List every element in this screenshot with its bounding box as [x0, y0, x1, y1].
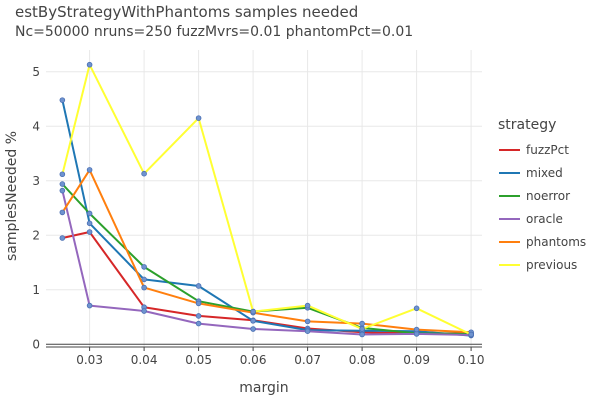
data-point-noerror[interactable]: [86, 210, 93, 217]
y-axis-label: samplesNeeded %: [4, 131, 20, 261]
data-point-mixed[interactable]: [195, 283, 202, 289]
data-point-fuzzPct[interactable]: [86, 229, 93, 235]
data-point-phantoms[interactable]: [359, 320, 365, 327]
legend-label: previous: [526, 258, 577, 272]
data-point-oracle[interactable]: [250, 326, 256, 332]
data-point-previous[interactable]: [59, 171, 66, 178]
data-point-mixed[interactable]: [141, 276, 147, 283]
series-line-oracle: [61, 190, 472, 336]
data-point-oracle[interactable]: [59, 187, 66, 194]
data-point-previous[interactable]: [250, 308, 256, 315]
series-layer: [59, 61, 474, 339]
data-point-phantoms[interactable]: [195, 300, 202, 307]
chart-title: estByStrategyWithPhantoms samples needed: [15, 3, 358, 21]
legend-label: mixed: [526, 166, 563, 180]
legend-label: phantoms: [526, 235, 586, 249]
series-noerror: [59, 181, 474, 337]
data-point-previous[interactable]: [413, 305, 420, 312]
data-point-previous[interactable]: [359, 326, 365, 332]
y-tick-label: 3: [32, 174, 40, 188]
data-point-oracle[interactable]: [141, 308, 147, 314]
data-point-noerror[interactable]: [141, 264, 147, 270]
data-point-phantoms[interactable]: [59, 209, 66, 216]
legend-label: noerror: [526, 189, 570, 203]
chart-subtitle: Nc=50000 nruns=250 fuzzMvrs=0.01 phantom…: [15, 24, 413, 40]
data-point-previous[interactable]: [195, 115, 202, 121]
legend-item-fuzzPct[interactable]: fuzzPct: [499, 143, 569, 157]
data-point-mixed[interactable]: [86, 220, 93, 227]
data-point-phantoms[interactable]: [86, 167, 93, 173]
y-tick-label: 4: [32, 119, 40, 133]
legend-item-mixed[interactable]: mixed: [499, 166, 563, 180]
legend-item-oracle[interactable]: oracle: [499, 212, 563, 226]
series-previous: [59, 61, 474, 338]
data-point-phantoms[interactable]: [413, 326, 420, 333]
data-point-phantoms[interactable]: [304, 318, 311, 325]
data-point-previous[interactable]: [468, 331, 474, 338]
x-tick-label: 0.05: [185, 353, 212, 367]
series-mixed: [59, 97, 474, 339]
legend-item-noerror[interactable]: noerror: [499, 189, 570, 203]
grid-layer: [46, 50, 482, 347]
x-tick-label: 0.04: [131, 353, 158, 367]
legend-label: fuzzPct: [526, 143, 569, 157]
data-point-mixed[interactable]: [59, 97, 66, 103]
data-point-oracle[interactable]: [304, 328, 311, 334]
y-tick-label: 5: [32, 65, 40, 79]
legend-item-previous[interactable]: previous: [499, 258, 577, 272]
x-tick-label: 0.06: [240, 353, 267, 367]
series-line-mixed: [61, 99, 472, 337]
x-axis-label: margin: [239, 380, 288, 396]
data-point-oracle[interactable]: [86, 302, 93, 309]
axes-layer: 0.03 0.04 0.05 0.06 0.07 0.08 0.09 0.10 0 1 2 3 4 5: [32, 65, 484, 367]
x-tick-label: 0.10: [458, 353, 485, 367]
x-tick-label: 0.07: [294, 353, 321, 367]
x-tick-label: 0.09: [403, 353, 430, 367]
legend: strategy fuzzPct mixed noerror oracle phanto…: [498, 117, 586, 272]
data-point-fuzzPct[interactable]: [59, 235, 66, 241]
y-tick-label: 2: [32, 228, 40, 242]
x-tick-label: 0.08: [349, 353, 376, 367]
data-point-previous[interactable]: [304, 302, 311, 309]
legend-item-phantoms[interactable]: phantoms: [499, 235, 586, 249]
data-point-fuzzPct[interactable]: [195, 313, 202, 319]
data-point-noerror[interactable]: [59, 181, 66, 187]
data-point-previous[interactable]: [141, 170, 147, 177]
data-point-mixed[interactable]: [250, 318, 256, 324]
data-point-phantoms[interactable]: [141, 284, 147, 291]
legend-title: strategy: [498, 117, 556, 133]
data-point-previous[interactable]: [86, 61, 93, 68]
data-point-oracle[interactable]: [359, 331, 365, 338]
y-tick-label: 1: [32, 283, 40, 297]
series-line-phantoms: [61, 168, 472, 334]
legend-label: oracle: [526, 212, 563, 226]
series-line-previous: [61, 63, 472, 336]
data-point-oracle[interactable]: [195, 320, 202, 327]
x-tick-label: 0.03: [76, 353, 103, 367]
y-tick-label: 0: [32, 337, 40, 351]
